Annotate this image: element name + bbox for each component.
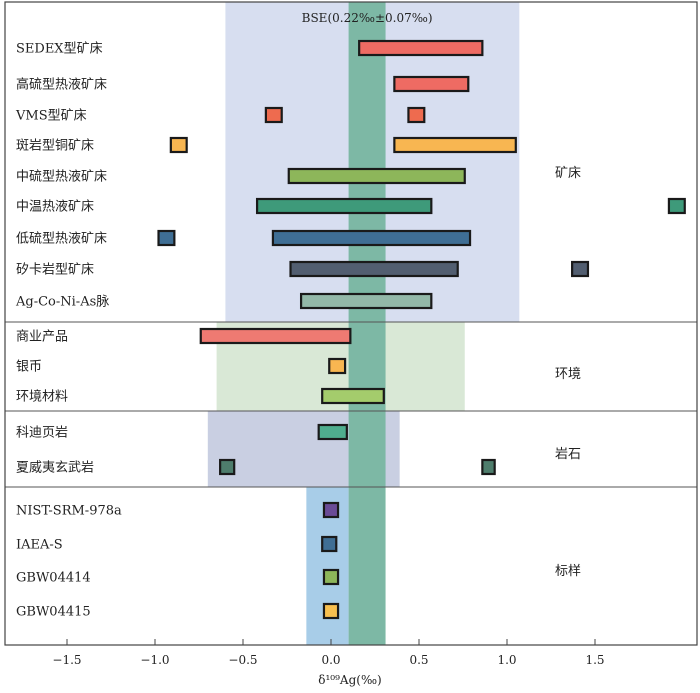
row-label: 科迪页岩 [16,426,68,441]
range-bar [271,229,472,247]
plot-frame [4,1,698,646]
range-bar [571,260,590,278]
x-tick-label: −1.5 [52,653,81,667]
row-label: GBW04415 [16,605,91,620]
range-bar [287,167,466,185]
row-label: VMS型矿床 [15,109,87,124]
range-bar [667,197,686,215]
range-bar [321,535,338,553]
range-bar [299,292,433,310]
range-bar [321,387,385,405]
row-label: 中硫型热液矿床 [16,170,107,185]
range-bar [219,458,236,476]
group-label: 标样 [555,564,581,579]
range-bar [481,458,496,476]
x-tick-label: 0.5 [409,653,428,667]
x-tick-label: 1.0 [497,653,516,667]
x-tick-label: 1.5 [585,653,604,667]
row-label: 中温热液矿床 [16,200,94,215]
range-bar [264,106,283,124]
range-bar [328,357,347,375]
x-axis-label: δ¹⁰⁹Ag(‰) [318,673,381,687]
range-bar [317,423,348,441]
bse-band [348,2,386,645]
row-label: 银币 [16,360,42,375]
range-bar [393,136,517,154]
bse-label: BSE(0.22‰±0.07‰) [302,11,433,25]
row-label: 夏威夷玄武岩 [16,460,94,476]
group-label: 岩石 [555,447,581,462]
x-tick-label: −0.5 [228,653,257,667]
range-bar [322,568,340,586]
range-bar [393,75,470,93]
x-tick-label: 0.0 [321,653,340,667]
group-label: 环境 [555,367,581,382]
range-bar [199,327,352,345]
row-label: GBW04414 [16,571,91,586]
row-label: 商业产品 [16,330,68,345]
row-label: IAEA-S [16,538,63,553]
row-label: 低硫型热液矿床 [16,232,107,247]
row-label: 矽卡岩型矿床 [16,263,94,278]
range-bar [157,229,176,247]
range-bar [255,197,433,215]
range-bar [322,602,340,620]
range-bar [322,501,340,519]
row-label: SEDEX型矿床 [16,42,103,57]
row-label: 斑岩型铜矿床 [16,139,94,154]
x-tick-label: −1.0 [140,653,169,667]
range-bar [358,39,484,57]
range-bar [169,136,188,154]
range-bar [407,106,426,124]
row-label: 高硫型热液矿床 [16,77,107,93]
range-bar [289,260,459,278]
row-label: Ag-Co-Ni-As脉 [15,295,109,310]
row-label: NIST-SRM-978a [16,504,122,519]
group-label: 矿床 [555,166,581,181]
row-label: 环境材料 [16,390,68,405]
